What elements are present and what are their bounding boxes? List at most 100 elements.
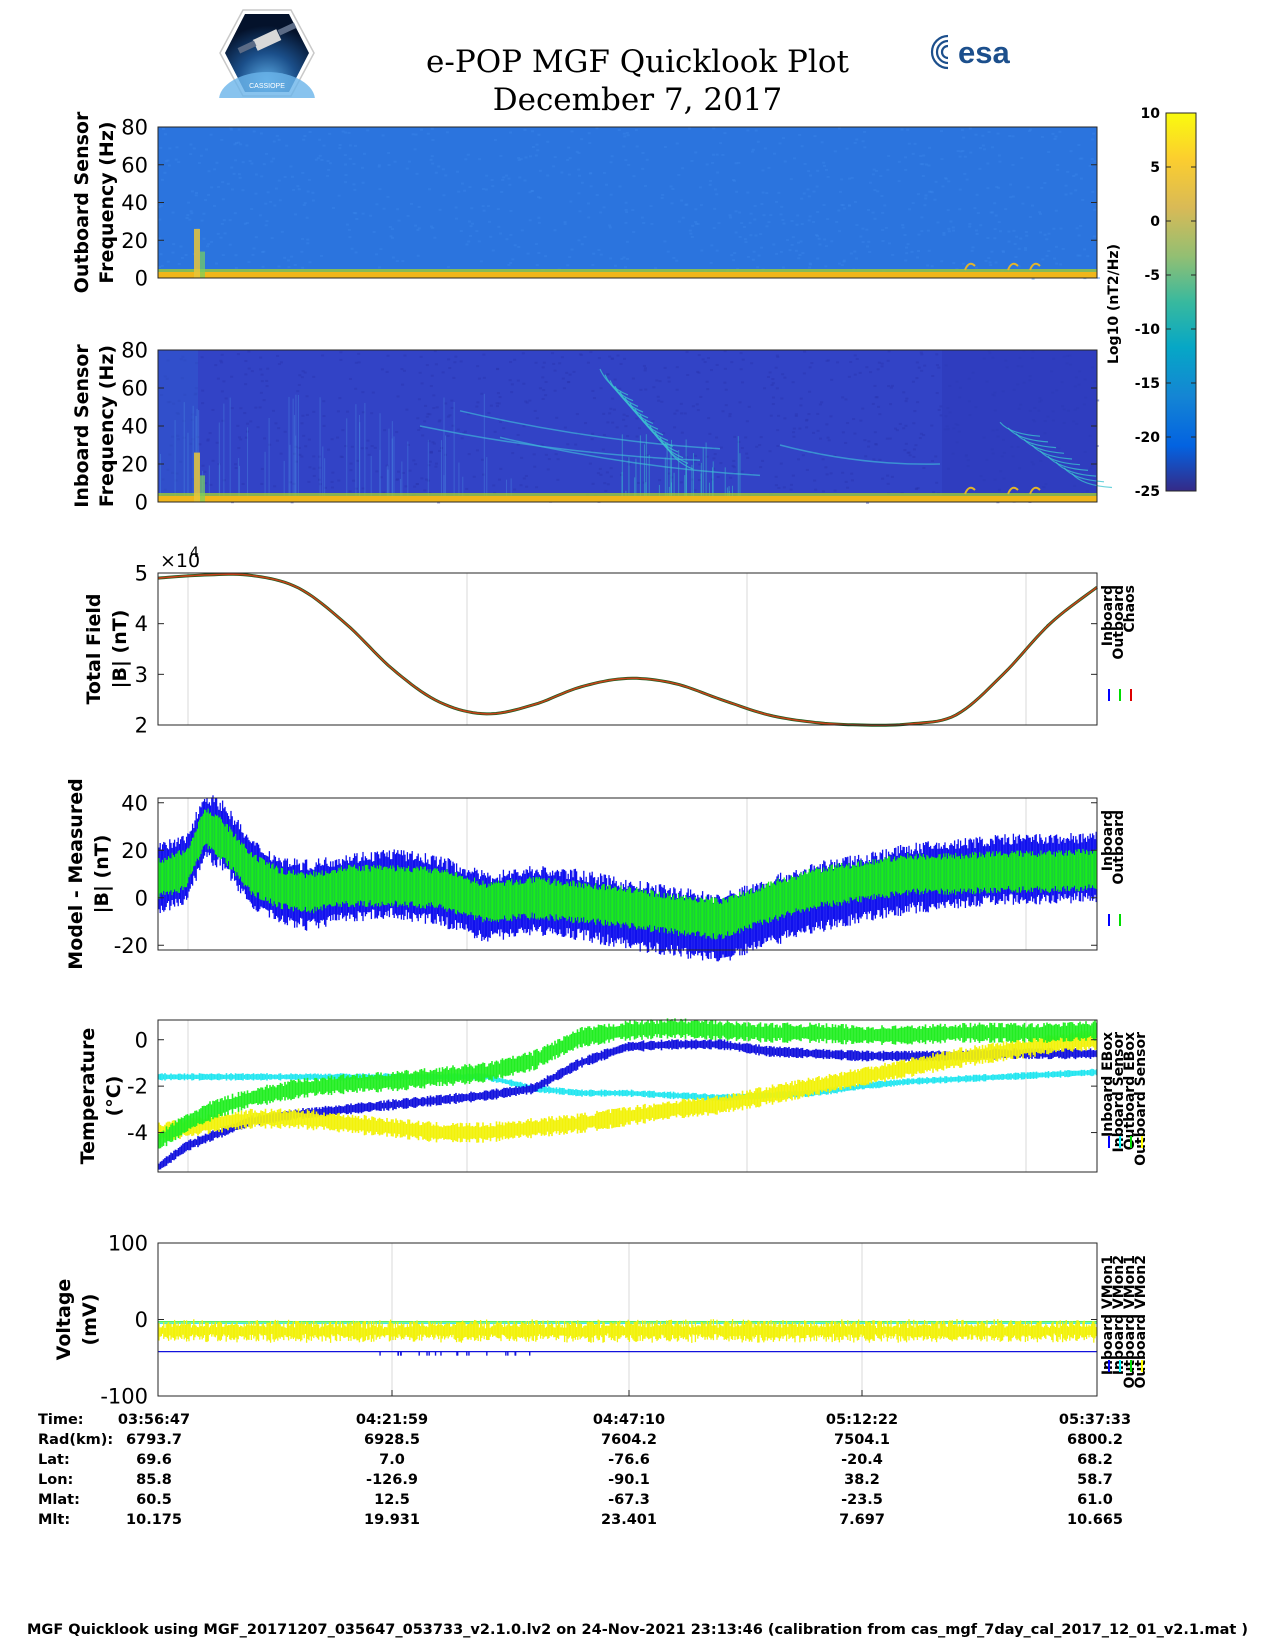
spectrogram-texel (605, 183, 609, 186)
colorbar-tick-label: 5 (1150, 160, 1160, 176)
spectrogram-texel (745, 452, 749, 455)
spectrogram-texel (438, 449, 442, 452)
spectrogram-texel (626, 457, 630, 460)
spectrogram-texel (293, 263, 297, 266)
spectrogram-texel (609, 467, 613, 470)
spectrogram-texel (364, 447, 368, 450)
spectrogram-texel (622, 256, 626, 259)
spectrogram-texel (822, 161, 826, 164)
spectrogram-texel (496, 368, 500, 371)
spectrogram-texel (606, 373, 610, 376)
spectrogram-texel (188, 218, 192, 221)
spectrogram-texel (759, 233, 763, 236)
spectrogram-texel (300, 250, 304, 253)
spectrogram-texel (724, 388, 728, 391)
spectrogram-texel (346, 410, 350, 413)
spectrogram-texel (715, 153, 719, 156)
spectrogram-texel (246, 422, 250, 425)
spectrogram-texel (599, 211, 603, 214)
spectrogram-texel (935, 392, 939, 395)
spectrogram-texel (509, 361, 513, 364)
spectrogram-texel (230, 166, 234, 169)
spectral-feature (1029, 486, 1041, 495)
spectrogram-texel (1047, 232, 1051, 235)
spectrogram-texel (737, 161, 741, 164)
spectrogram-texel (535, 264, 539, 267)
spectrogram-texel (486, 205, 490, 208)
spectrogram-texel (723, 132, 727, 135)
spectrogram-texel (472, 475, 476, 478)
spectrogram-texel (638, 427, 642, 430)
spectrogram-texel (783, 160, 787, 163)
spectrogram-texel (766, 375, 770, 378)
spectrogram-texel (767, 221, 771, 224)
spectrogram-texel (675, 142, 679, 145)
model-measured-frame (157, 797, 1098, 951)
spectral-feature (1055, 461, 1097, 477)
spectrogram-texel (1041, 258, 1045, 261)
spectrogram-texel (930, 265, 934, 268)
spectrogram-texel (496, 208, 500, 211)
legend-label: Outboard (1111, 585, 1127, 660)
spectrogram-texel (205, 148, 209, 151)
spectrogram-texel (385, 464, 389, 467)
spectrogram-texel (160, 178, 164, 181)
spectrogram-texel (756, 140, 760, 143)
spectral-feature (964, 486, 976, 495)
spectrogram-texel (700, 249, 704, 252)
spectrogram-texel (192, 147, 196, 150)
spectrogram-texel (230, 188, 234, 191)
spectrogram-texel (438, 208, 442, 211)
spectrogram-texel (886, 168, 890, 171)
spectrogram-texel (730, 361, 734, 364)
spectrogram-texel (626, 257, 630, 260)
spectrogram-texel (278, 199, 282, 202)
spectrogram-texel (200, 356, 204, 359)
spectrogram-texel (1019, 237, 1023, 240)
spectrogram-texel (357, 361, 361, 364)
spectrogram-texel (612, 408, 616, 411)
spectrogram-texel (401, 471, 405, 474)
spectrogram-texel (300, 455, 304, 458)
spectrogram-texel (535, 143, 539, 146)
spectrogram-texel (602, 433, 606, 436)
spectrogram-texel (507, 263, 511, 266)
spectral-feature (1007, 427, 1049, 443)
spectrogram-texel (244, 436, 248, 439)
spectrogram-texel (556, 458, 560, 461)
spectrogram-texel (222, 219, 226, 222)
spectrogram-texel (477, 377, 481, 380)
spectrogram-texel (318, 455, 322, 458)
spectrogram-texel (189, 210, 193, 213)
spectrogram-texel (307, 438, 311, 441)
spectrogram-texel (667, 380, 671, 383)
spectrogram-texel (626, 435, 630, 438)
spectrogram-texel (904, 400, 908, 403)
spectrogram-texel (904, 259, 908, 262)
spectrogram-texel (568, 256, 572, 259)
spectrogram-texel (691, 405, 695, 408)
spectrogram-texel (624, 221, 628, 224)
spectrogram-texel (597, 357, 601, 360)
spectrogram-texel (513, 488, 517, 491)
spectrogram-texel (850, 472, 854, 475)
spectrogram-texel (878, 413, 882, 416)
spectrogram-texel (924, 163, 928, 166)
spectrogram-texel (387, 151, 391, 154)
spectrogram-texel (312, 375, 316, 378)
spectrogram-texel (482, 209, 486, 212)
spectrogram-texel (680, 412, 684, 415)
spectrogram-texel (228, 243, 232, 246)
spectrogram-texel (1043, 233, 1047, 236)
spectrogram-texel (300, 422, 304, 425)
spectrogram-texel (305, 216, 309, 219)
spectrogram-texel (808, 263, 812, 266)
spectrogram-texel (841, 204, 845, 207)
spectrogram-texel (469, 225, 473, 228)
spectrogram-texel (781, 219, 785, 222)
spectrogram-texel (560, 356, 564, 359)
spectrogram-texel (609, 161, 613, 164)
low-frequency-band (158, 269, 1097, 272)
spectrogram-texel (976, 212, 980, 215)
spectrogram-texel (553, 229, 557, 232)
